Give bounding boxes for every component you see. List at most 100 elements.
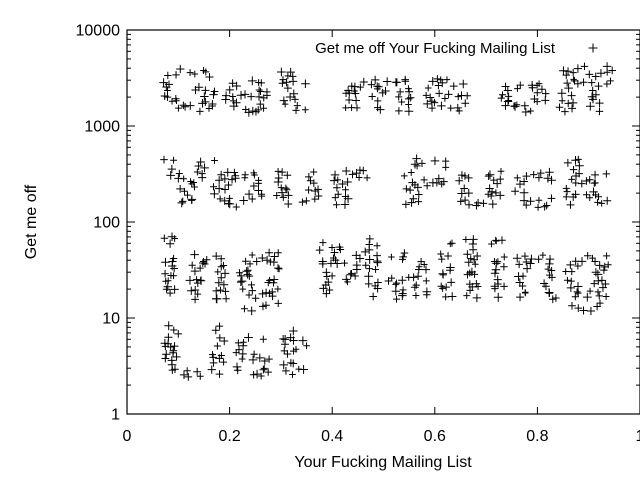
data-point — [219, 280, 229, 290]
data-point — [258, 253, 267, 263]
data-point — [365, 245, 374, 254]
data-point — [161, 270, 169, 278]
data-point — [249, 370, 258, 379]
data-point — [210, 189, 219, 199]
data-point — [433, 179, 441, 187]
data-point — [449, 82, 458, 91]
data-point — [193, 276, 201, 284]
data-point — [340, 200, 350, 209]
data-point — [545, 167, 554, 177]
data-point — [603, 196, 612, 205]
data-point — [352, 96, 361, 105]
data-point — [499, 91, 506, 99]
data-point — [201, 97, 210, 106]
data-point — [444, 252, 452, 260]
data-point — [164, 71, 172, 80]
data-point — [414, 272, 422, 281]
data-point — [188, 180, 196, 188]
data-point — [406, 186, 414, 194]
data-point — [302, 197, 310, 205]
data-point — [575, 169, 583, 178]
data-point — [217, 274, 225, 282]
data-point — [505, 97, 512, 104]
data-point — [426, 93, 435, 102]
data-point — [283, 186, 291, 194]
data-point — [274, 285, 282, 293]
data-point — [364, 271, 373, 281]
data-point — [196, 264, 204, 272]
data-point — [229, 101, 239, 111]
data-point — [200, 163, 209, 173]
data-point — [318, 259, 327, 268]
data-point — [455, 107, 463, 115]
data-point — [497, 167, 505, 175]
data-point — [572, 179, 580, 187]
data-point — [443, 76, 451, 83]
data-point — [193, 168, 201, 176]
data-point — [595, 193, 602, 201]
data-point — [216, 195, 224, 203]
data-point — [201, 86, 210, 95]
data-point — [473, 252, 482, 260]
data-point — [170, 342, 179, 351]
data-point — [422, 277, 430, 285]
data-point — [541, 89, 550, 98]
data-point — [370, 75, 380, 85]
data-point — [324, 278, 333, 287]
data-point — [251, 171, 258, 179]
data-point — [552, 294, 560, 302]
data-point — [353, 104, 361, 112]
data-point — [582, 292, 592, 302]
data-point — [566, 283, 575, 292]
data-point — [391, 287, 400, 296]
data-point — [248, 195, 256, 203]
data-point — [603, 80, 611, 88]
data-point — [225, 199, 235, 209]
data-point — [570, 76, 577, 83]
data-point — [567, 277, 575, 285]
data-point — [172, 352, 181, 361]
data-point — [284, 191, 293, 200]
data-point — [545, 289, 554, 297]
data-point — [342, 104, 349, 112]
data-point — [438, 78, 447, 88]
data-point — [490, 269, 500, 278]
data-point — [170, 272, 177, 280]
data-point — [535, 173, 543, 182]
data-point — [303, 342, 310, 350]
data-point — [586, 287, 594, 295]
data-point — [284, 72, 292, 80]
data-point — [247, 306, 256, 316]
data-point — [573, 64, 583, 73]
y-tick-label: 1000 — [84, 119, 120, 136]
data-point — [238, 355, 246, 363]
data-point — [395, 93, 403, 101]
data-point — [462, 236, 470, 243]
data-point — [455, 176, 464, 185]
data-point — [252, 369, 262, 379]
data-point — [424, 84, 432, 92]
data-point — [573, 282, 583, 291]
data-point — [454, 93, 462, 101]
data-point — [211, 157, 218, 164]
data-point — [491, 284, 499, 293]
data-point — [608, 66, 616, 75]
data-point — [341, 259, 348, 267]
data-point — [522, 289, 529, 297]
data-point — [533, 89, 541, 97]
data-point — [442, 283, 450, 291]
data-point — [591, 268, 601, 277]
data-point — [564, 276, 571, 284]
data-point — [258, 289, 267, 298]
data-point — [274, 299, 282, 307]
data-point — [594, 82, 603, 91]
data-point — [245, 291, 253, 299]
data-point — [393, 295, 401, 303]
data-point — [542, 201, 551, 210]
data-point — [196, 107, 204, 115]
data-point — [598, 200, 605, 207]
data-point — [186, 101, 195, 110]
data-point — [485, 170, 495, 180]
data-point — [319, 284, 328, 293]
data-point — [274, 249, 282, 257]
